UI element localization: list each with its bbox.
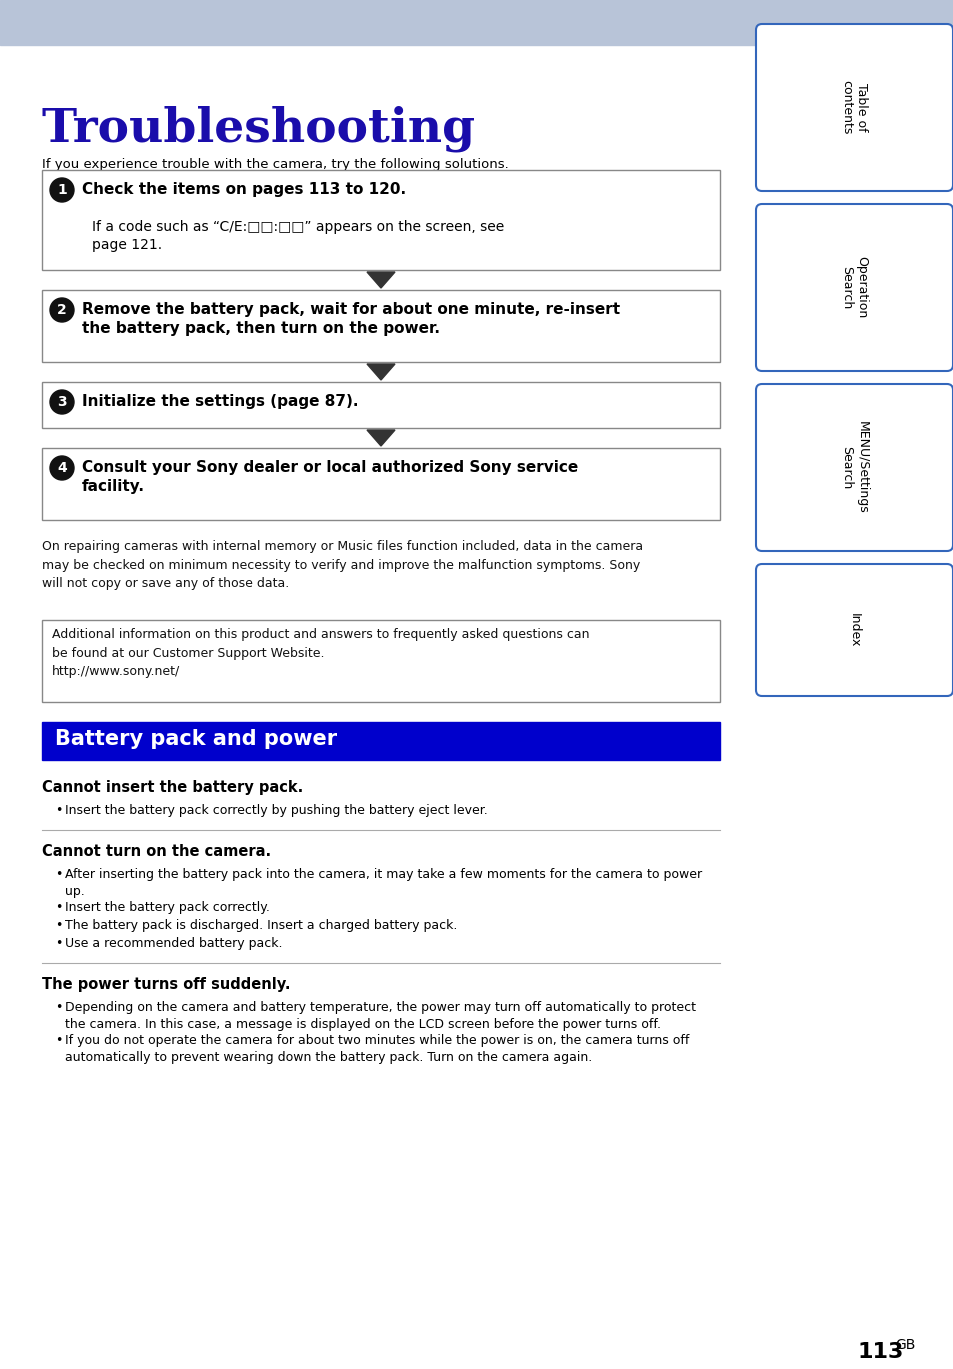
FancyBboxPatch shape <box>755 25 952 192</box>
Text: •: • <box>55 868 62 882</box>
Text: If you do not operate the camera for about two minutes while the power is on, th: If you do not operate the camera for abo… <box>65 1034 689 1064</box>
Text: Table of
contents: Table of contents <box>840 81 867 134</box>
Text: 1: 1 <box>57 183 67 197</box>
Text: Consult your Sony dealer or local authorized Sony service
facility.: Consult your Sony dealer or local author… <box>82 460 578 494</box>
Bar <box>42 448 720 520</box>
Circle shape <box>50 178 74 203</box>
Text: Cannot turn on the camera.: Cannot turn on the camera. <box>42 845 271 858</box>
Text: 4: 4 <box>57 461 67 475</box>
Text: The power turns off suddenly.: The power turns off suddenly. <box>42 977 291 993</box>
Text: Troubleshooting: Troubleshooting <box>42 105 476 152</box>
Text: MENU/Settings
Search: MENU/Settings Search <box>840 422 867 513</box>
Text: If a code such as “C/E:□□:□□” appears on the screen, see
page 121.: If a code such as “C/E:□□:□□” appears on… <box>91 220 504 252</box>
Text: Operation
Search: Operation Search <box>840 256 867 319</box>
Text: Check the items on pages 113 to 120.: Check the items on pages 113 to 120. <box>82 182 406 197</box>
FancyBboxPatch shape <box>755 564 952 695</box>
Text: •: • <box>55 936 62 950</box>
Text: Cannot insert the battery pack.: Cannot insert the battery pack. <box>42 780 303 795</box>
Text: •: • <box>55 919 62 932</box>
Text: Battery pack and power: Battery pack and power <box>55 730 336 749</box>
Bar <box>42 170 720 270</box>
Bar <box>42 721 720 760</box>
Text: Depending on the camera and battery temperature, the power may turn off automati: Depending on the camera and battery temp… <box>65 1001 696 1031</box>
FancyBboxPatch shape <box>755 383 952 550</box>
Text: Initialize the settings (page 87).: Initialize the settings (page 87). <box>82 394 358 409</box>
Text: After inserting the battery pack into the camera, it may take a few moments for : After inserting the battery pack into th… <box>65 868 701 898</box>
Text: Index: Index <box>847 613 861 648</box>
Text: If you experience trouble with the camera, try the following solutions.: If you experience trouble with the camer… <box>42 157 508 171</box>
Circle shape <box>50 390 74 413</box>
Text: On repairing cameras with internal memory or Music files function included, data: On repairing cameras with internal memor… <box>42 539 642 590</box>
Text: •: • <box>55 901 62 914</box>
Text: 2: 2 <box>57 303 67 318</box>
Text: 3: 3 <box>57 396 67 409</box>
Bar <box>42 382 720 428</box>
Bar <box>0 0 953 45</box>
Polygon shape <box>367 364 395 381</box>
FancyBboxPatch shape <box>755 204 952 371</box>
Text: 113: 113 <box>857 1342 903 1362</box>
Text: •: • <box>55 804 62 817</box>
Text: Insert the battery pack correctly by pushing the battery eject lever.: Insert the battery pack correctly by pus… <box>65 804 487 817</box>
Text: Remove the battery pack, wait for about one minute, re-insert
the battery pack, : Remove the battery pack, wait for about … <box>82 303 619 337</box>
Text: The battery pack is discharged. Insert a charged battery pack.: The battery pack is discharged. Insert a… <box>65 919 456 932</box>
Text: Insert the battery pack correctly.: Insert the battery pack correctly. <box>65 901 270 914</box>
Bar <box>42 620 720 702</box>
Circle shape <box>50 298 74 322</box>
Text: •: • <box>55 1034 62 1047</box>
Bar <box>42 290 720 361</box>
Polygon shape <box>367 272 395 287</box>
Text: GB: GB <box>894 1338 915 1353</box>
Text: Use a recommended battery pack.: Use a recommended battery pack. <box>65 936 282 950</box>
Circle shape <box>50 456 74 481</box>
Text: •: • <box>55 1001 62 1014</box>
Polygon shape <box>367 430 395 446</box>
Text: Additional information on this product and answers to frequently asked questions: Additional information on this product a… <box>52 628 589 678</box>
